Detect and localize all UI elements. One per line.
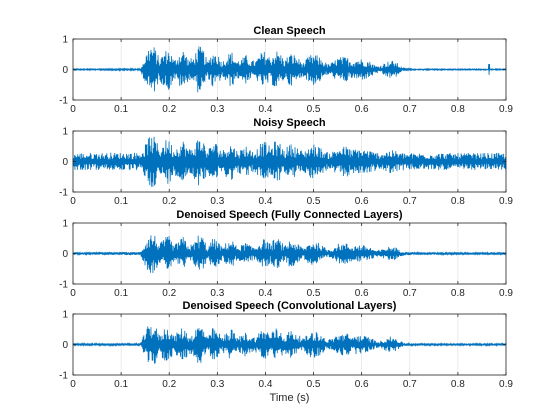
x-tick-label: 0.4	[258, 104, 272, 115]
x-tick-label: 0.6	[355, 288, 369, 299]
y-tick-label: -1	[59, 188, 68, 199]
x-tick-label: 0.6	[355, 379, 369, 390]
x-tick-label: 0.8	[451, 379, 465, 390]
x-tick-label: 0.2	[162, 379, 176, 390]
subplot-4: 0 0.1 0.2 0.3 0.4 0.5 0.6 0.7 0.8 0.9-101Denoised…	[59, 300, 513, 390]
y-tick-label: 0	[62, 340, 68, 351]
y-tick-label: 1	[62, 219, 68, 230]
x-tick-label: 0.9	[499, 196, 513, 207]
x-tick-label: 0	[70, 379, 76, 390]
subplot-3: 0 0.1 0.2 0.3 0.4 0.5 0.6 0.7 0.8 0.9-101Denoised…	[59, 209, 513, 299]
x-tick-label: 0.1	[114, 288, 128, 299]
x-tick-label: 0	[70, 104, 76, 115]
x-tick-label: 0.7	[403, 288, 417, 299]
x-tick-label: 0.8	[451, 104, 465, 115]
waveform-series	[72, 46, 507, 93]
y-tick-label: 0	[62, 157, 68, 168]
x-tick-label: 0.4	[258, 196, 272, 207]
x-tick-label: 0.1	[114, 104, 128, 115]
x-tick-label: 0.5	[307, 379, 321, 390]
x-tick-label: 0.2	[162, 104, 176, 115]
x-tick-label: 0.3	[210, 288, 224, 299]
x-tick-label: 0.9	[499, 104, 513, 115]
x-tick-label: 0.7	[403, 196, 417, 207]
x-tick-label: 0.8	[451, 288, 465, 299]
x-tick-label: 0.3	[210, 104, 224, 115]
x-tick-label: 0.9	[499, 379, 513, 390]
y-tick-label: -1	[59, 371, 68, 382]
subplot-title: Noisy Speech	[253, 117, 325, 129]
waveform-series	[72, 235, 507, 273]
x-tick-label: 0.4	[258, 379, 272, 390]
waveform-series	[72, 136, 507, 187]
subplot-title: Denoised Speech (Fully Connected Layers)	[176, 209, 403, 221]
y-tick-label: -1	[59, 96, 68, 107]
y-tick-label: -1	[59, 280, 68, 291]
x-tick-label: 0.7	[403, 104, 417, 115]
x-tick-label: 0.2	[162, 196, 176, 207]
x-tick-label: 0.5	[307, 288, 321, 299]
x-tick-label: 0.9	[499, 288, 513, 299]
x-tick-label: 0.5	[307, 104, 321, 115]
x-tick-label: 0.7	[403, 379, 417, 390]
y-tick-label: 0	[62, 65, 68, 76]
x-tick-label: 0	[70, 288, 76, 299]
x-tick-label: 0.1	[114, 196, 128, 207]
waveform-series	[72, 326, 507, 364]
x-axis-label: Time (s)	[270, 392, 310, 404]
y-tick-label: 1	[62, 35, 68, 46]
x-tick-label: 0.4	[258, 288, 272, 299]
x-tick-label: 0.6	[355, 196, 369, 207]
x-tick-label: 0.3	[210, 379, 224, 390]
subplot-title: Clean Speech	[253, 25, 325, 37]
x-tick-label: 0.3	[210, 196, 224, 207]
x-tick-label: 0.8	[451, 196, 465, 207]
subplot-title: Denoised Speech (Convolutional Layers)	[183, 300, 397, 312]
y-tick-label: 1	[62, 310, 68, 321]
y-tick-label: 1	[62, 127, 68, 138]
y-tick-label: 0	[62, 249, 68, 260]
x-tick-label: 0.1	[114, 379, 128, 390]
x-tick-label: 0.5	[307, 196, 321, 207]
x-tick-label: 0.6	[355, 104, 369, 115]
x-tick-label: 0.2	[162, 288, 176, 299]
x-tick-label: 0	[70, 196, 76, 207]
